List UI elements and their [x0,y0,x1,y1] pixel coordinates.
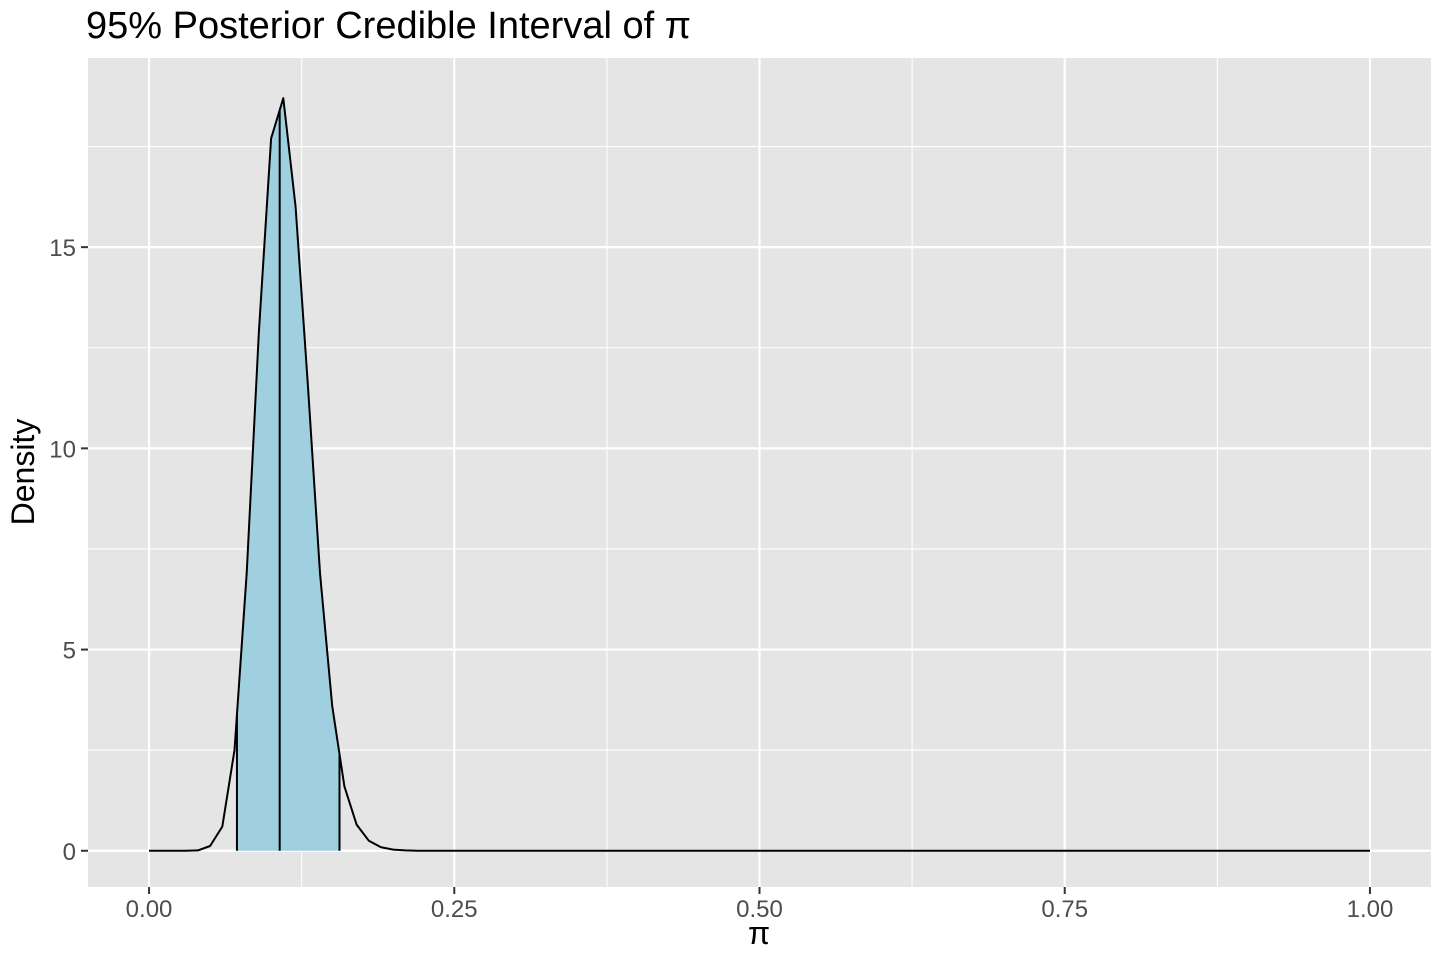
x-tick-label: 0.50 [736,896,783,923]
y-tick-label: 0 [63,839,76,866]
chart-title: 95% Posterior Credible Interval of π [86,5,691,47]
x-tick-label: 0.75 [1041,896,1088,923]
density-curve [149,97,1370,852]
y-tick-label: 15 [49,235,76,262]
y-tick-label: 10 [49,436,76,463]
x-tick-label: 1.00 [1347,896,1394,923]
x-tick-label: 0.00 [126,896,173,923]
x-axis-title: π [748,915,770,951]
y-tick-label: 5 [63,638,76,665]
axes: 0.00 0.25 0.50 0.75 1.00 0 5 10 15 [49,235,1393,923]
density-layer [149,97,1370,852]
y-axis-title: Density [5,419,41,526]
x-tick-label: 0.25 [431,896,478,923]
